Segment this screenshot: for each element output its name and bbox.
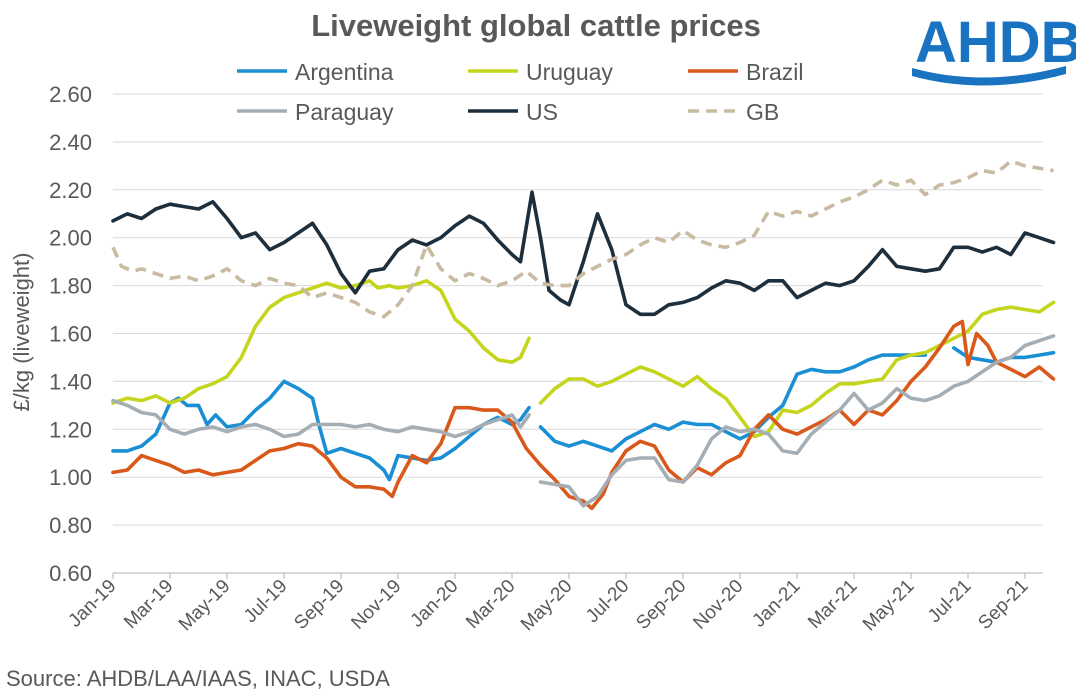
legend-label: US xyxy=(526,99,558,125)
source-note: Source: AHDB/LAA/IAAS, INAC, USDA xyxy=(6,666,390,691)
y-tick-label: 2.40 xyxy=(49,130,92,155)
x-tick-label: Mar-20 xyxy=(462,576,519,633)
y-tick-label: 2.20 xyxy=(49,178,92,203)
logo-swoosh-icon xyxy=(912,66,1066,86)
x-tick-label: Sep-21 xyxy=(974,576,1032,634)
x-tick-label: May-19 xyxy=(175,576,235,636)
x-tick-label: Jul-19 xyxy=(240,576,291,627)
y-tick-label: 1.20 xyxy=(49,417,92,442)
legend-label: Brazil xyxy=(746,59,804,85)
x-tick-label: Nov-20 xyxy=(689,576,747,634)
series-line-gb xyxy=(111,159,1054,319)
legend-label: GB xyxy=(746,99,779,125)
y-tick-label: 1.40 xyxy=(49,369,92,394)
legend-label: Uruguay xyxy=(526,59,613,85)
x-tick-label: Jul-20 xyxy=(582,576,633,627)
series-line-uruguay xyxy=(111,279,531,405)
series-line-argentina xyxy=(538,353,928,453)
x-tick-label: Jul-21 xyxy=(924,576,975,627)
chart-legend: Argentina Uruguay Brazil Paraguay US GB xyxy=(237,59,804,125)
ahdb-logo: AHDB xyxy=(912,10,1076,86)
x-tick-label: Jan-20 xyxy=(407,576,463,632)
y-tick-label: 0.60 xyxy=(49,561,92,586)
x-tick-label: Sep-20 xyxy=(632,576,690,634)
series-line-uruguay xyxy=(538,300,1056,439)
y-tick-label: 2.60 xyxy=(49,82,92,107)
legend-label: Argentina xyxy=(295,59,394,85)
y-tick-label: 0.80 xyxy=(49,513,92,538)
chart-title: Liveweight global cattle prices xyxy=(311,8,761,43)
series-line-paraguay xyxy=(111,398,531,439)
series-line-paraguay xyxy=(538,334,1056,508)
logo-text: AHDB xyxy=(915,10,1076,75)
series-line-argentina xyxy=(111,379,531,482)
y-axis-title: £/kg (liveweight) xyxy=(9,253,34,412)
y-tick-label: 1.80 xyxy=(49,274,92,299)
x-tick-label: Nov-19 xyxy=(347,576,405,634)
y-tick-label: 1.00 xyxy=(49,465,92,490)
legend-label: Paraguay xyxy=(295,99,394,125)
y-tick-label: 2.00 xyxy=(49,226,92,251)
gridlines xyxy=(113,93,1043,574)
series-line-brazil xyxy=(111,319,1056,511)
x-tick-label: Jan-21 xyxy=(749,576,805,632)
y-tick-label: 1.60 xyxy=(49,322,92,347)
x-tick-label: Mar-21 xyxy=(804,576,861,633)
x-tick-label: May-21 xyxy=(859,576,919,636)
x-tick-label: May-20 xyxy=(517,576,577,636)
series-lines xyxy=(111,159,1056,511)
y-axis-ticks: 0.60 0.80 1.00 1.20 1.40 1.60 1.80 2.00 2.20 2.40… xyxy=(49,82,92,586)
x-tick-label: Sep-19 xyxy=(290,576,348,634)
series-line-us xyxy=(111,190,1056,317)
x-tick-label: Mar-19 xyxy=(120,576,177,633)
